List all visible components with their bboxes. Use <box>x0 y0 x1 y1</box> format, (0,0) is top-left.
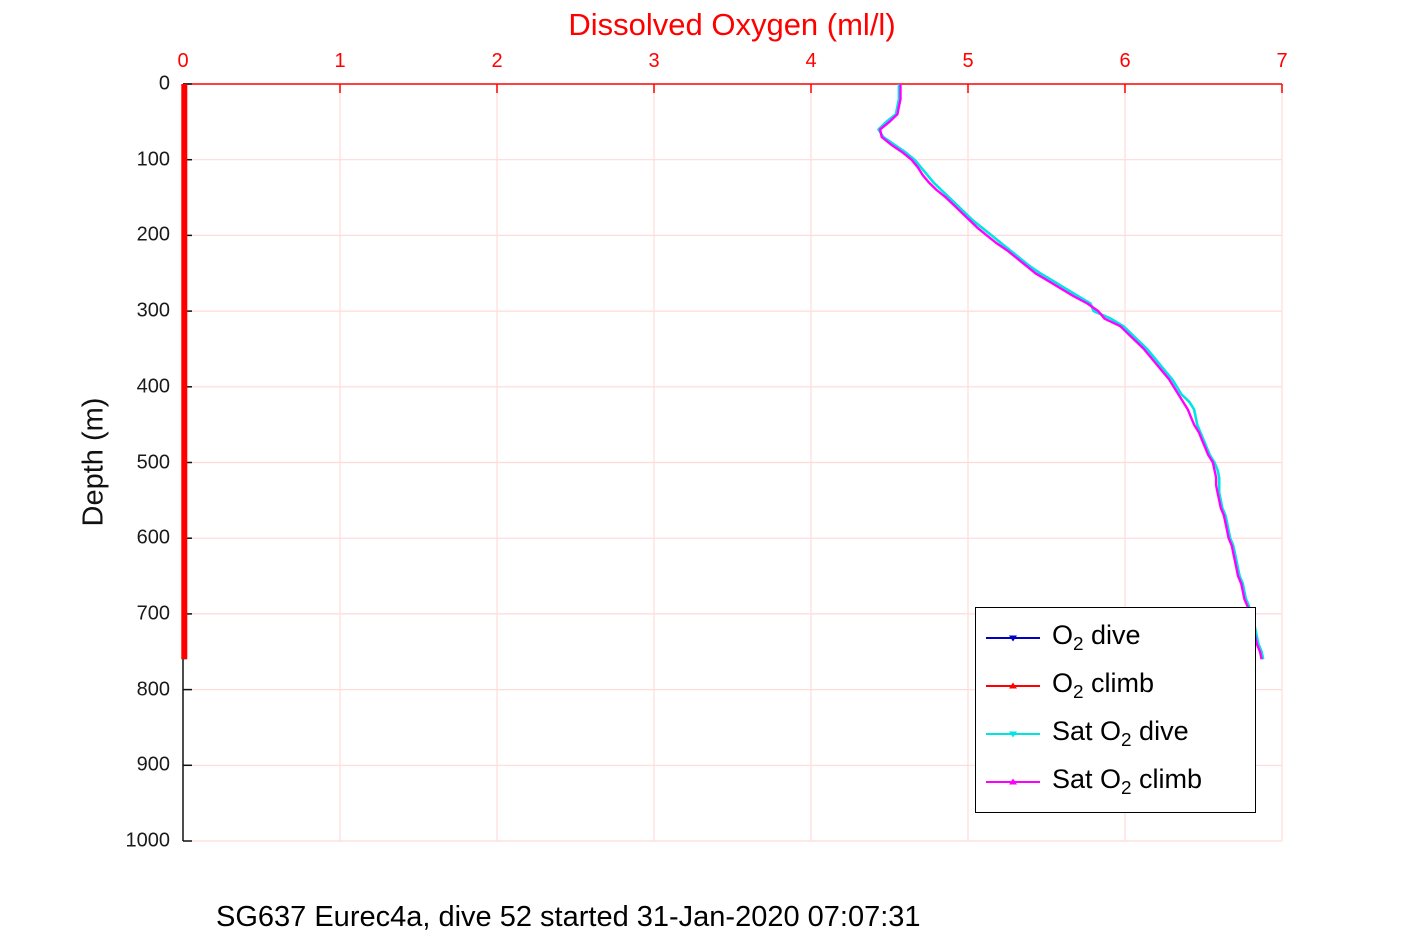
y-tick-label: 1000 <box>125 829 171 852</box>
legend-item-o2-dive: O2 dive <box>976 614 1255 662</box>
legend-item-sat-o2-dive: Sat O2 dive <box>976 710 1255 758</box>
x-tick-label: 6 <box>1119 50 1131 72</box>
y-tick-label: 0 <box>158 72 170 95</box>
caption: SG637 Eurec4a, dive 52 started 31-Jan-20… <box>216 901 921 933</box>
x-tick-label: 4 <box>805 50 817 72</box>
x-tick-label: 3 <box>648 50 660 72</box>
x-tick-label: 0 <box>177 50 189 72</box>
chart-title: Dissolved Oxygen (ml/l) <box>568 7 896 42</box>
legend-line-sample <box>986 682 1040 689</box>
series-sat-o2-dive <box>877 84 1265 660</box>
legend-label: Sat O2 dive <box>1052 715 1189 752</box>
x-tick-label: 2 <box>491 50 503 72</box>
y-tick-label: 800 <box>136 678 170 701</box>
legend-line-sample <box>986 778 1040 785</box>
y-tick-label: 600 <box>136 526 170 549</box>
legend-item-sat-o2-climb: Sat O2 climb <box>976 758 1255 806</box>
y-tick-label: 700 <box>136 602 170 625</box>
y-tick-label: 100 <box>136 148 170 171</box>
legend: O2 dive O2 climb Sat O2 dive Sat O2 climb <box>975 607 1256 813</box>
legend-item-o2-climb: O2 climb <box>976 662 1255 710</box>
legend-label: O2 dive <box>1052 619 1141 656</box>
legend-label: Sat O2 climb <box>1052 763 1203 800</box>
y-tick-label: 900 <box>136 753 170 776</box>
x-tick-label: 5 <box>962 50 974 72</box>
legend-label: O2 climb <box>1052 667 1155 704</box>
x-tick-label: 1 <box>334 50 346 72</box>
legend-marker-icon <box>1009 778 1017 785</box>
legend-line-sample <box>986 731 1040 738</box>
legend-marker-icon <box>1009 731 1017 738</box>
x-tick-label: 7 <box>1276 50 1288 72</box>
legend-marker-icon <box>1009 682 1017 689</box>
y-tick-label: 400 <box>136 375 170 398</box>
y-tick-label: 300 <box>136 299 170 322</box>
y-tick-label: 200 <box>136 223 170 246</box>
legend-line-sample <box>986 635 1040 642</box>
series-sat-o2-climb <box>878 84 1263 660</box>
y-tick-label: 500 <box>136 451 170 473</box>
legend-marker-icon <box>1009 635 1017 642</box>
